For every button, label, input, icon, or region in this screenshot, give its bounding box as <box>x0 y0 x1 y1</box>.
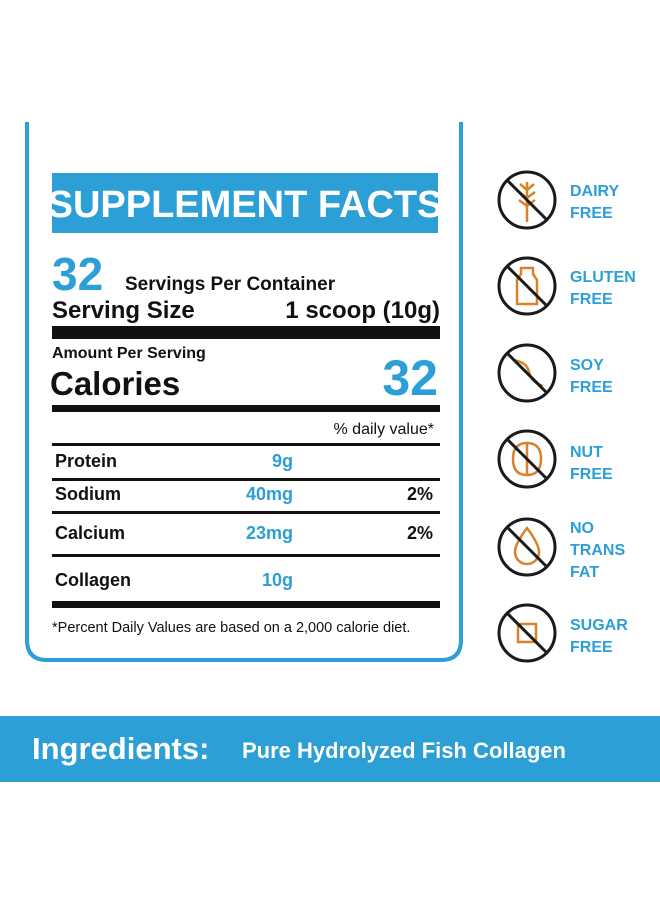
badge-text: GLUTEN <box>570 269 636 286</box>
badge-text: NUT <box>570 444 603 461</box>
row-dv: 2% <box>407 523 433 543</box>
title-bar <box>52 173 438 233</box>
icon-ring <box>497 256 557 316</box>
servings-label: Servings Per Container <box>125 274 336 295</box>
row-amount: 40mg <box>246 484 293 504</box>
row-amount: 9g <box>272 451 293 471</box>
amount-label: Amount Per Serving <box>52 345 206 362</box>
badge: NUT FREE <box>497 429 613 489</box>
serving-size-value: 1 scoop (10g) <box>285 297 440 324</box>
badge-text: FAT <box>570 564 599 581</box>
badge: SOY FREE <box>497 343 613 403</box>
rule <box>52 443 440 446</box>
icon-ring <box>497 343 557 403</box>
row-dv: 2% <box>407 484 433 504</box>
ingredients-band <box>0 716 660 782</box>
rule <box>52 478 440 481</box>
rule <box>52 554 440 557</box>
badge: DAIRY FREE <box>497 170 620 230</box>
icon-slash <box>505 178 549 222</box>
icon-ring <box>497 170 557 230</box>
badge-text: FREE <box>570 291 613 308</box>
calories-label: Calories <box>50 365 180 402</box>
badge-text: FREE <box>570 639 613 656</box>
icon-slash <box>505 437 549 481</box>
icon-slash <box>505 264 549 308</box>
icon-ring <box>497 429 557 489</box>
badge: SUGAR FREE <box>497 603 628 663</box>
rule <box>52 326 440 339</box>
badge-text: SOY <box>570 357 604 374</box>
icon-slash <box>505 525 549 569</box>
label-border <box>25 122 463 662</box>
row-name: Collagen <box>55 570 131 590</box>
badge-text: SUGAR <box>570 617 628 634</box>
icon-slash <box>505 351 549 395</box>
icon-slash <box>505 611 549 655</box>
ingredients-label: Ingredients: <box>32 731 209 766</box>
rule <box>52 601 440 608</box>
badge-text: TRANS <box>570 542 625 559</box>
row-amount: 23mg <box>246 523 293 543</box>
row-name: Protein <box>55 451 117 471</box>
label-title: SUPPLEMENT FACTS <box>48 184 443 226</box>
badge: NO TRANS FAT <box>497 517 625 581</box>
calories-value: 32 <box>382 350 438 406</box>
icon-ring <box>497 603 557 663</box>
icon-art <box>515 266 539 306</box>
badge-text: FREE <box>570 379 613 396</box>
row-name: Sodium <box>55 484 121 504</box>
badge-text: DAIRY <box>570 183 620 200</box>
serving-size-label: Serving Size <box>52 297 195 324</box>
badge-text: NO <box>570 520 594 537</box>
icon-art <box>513 525 541 566</box>
row-name: Calcium <box>55 523 125 543</box>
footnote: *Percent Daily Values are based on a 2,0… <box>52 620 410 636</box>
row-amount: 10g <box>262 570 293 590</box>
rule <box>52 511 440 514</box>
servings-count: 32 <box>52 248 103 300</box>
daily-value-header: % daily value* <box>334 421 435 438</box>
icon-ring <box>497 517 557 577</box>
badge-text: FREE <box>570 205 613 222</box>
badge-text: FREE <box>570 466 613 483</box>
rule <box>52 405 440 412</box>
ingredients-value: Pure Hydrolyzed Fish Collagen <box>242 738 566 763</box>
badge: GLUTEN FREE <box>497 256 636 316</box>
